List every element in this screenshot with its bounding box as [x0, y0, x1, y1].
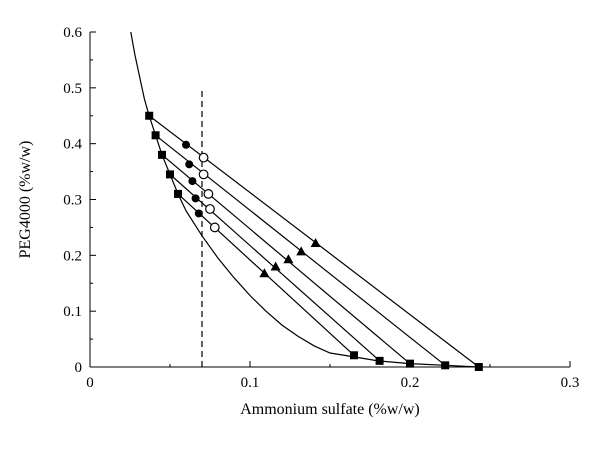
x-axis-title: Ammonium sulfate (%w/w) — [240, 401, 420, 418]
filled-circle-marker — [191, 194, 200, 203]
triangle-marker — [296, 246, 307, 256]
y-tick-label: 0.5 — [63, 81, 82, 97]
filled-circle-marker — [185, 160, 194, 169]
triangle-marker — [270, 261, 281, 271]
y-tick-label: 0.2 — [63, 248, 82, 264]
top-phase-square-marker — [174, 189, 182, 198]
open-circle-marker — [198, 169, 209, 180]
plot-area — [130, 31, 483, 371]
y-tick-label: 0.6 — [63, 25, 82, 41]
top-phase-square-marker — [145, 111, 154, 120]
top-phase-square-marker — [166, 170, 174, 179]
y-tick-label: 0.1 — [63, 304, 82, 320]
y-tick-label: 0 — [75, 360, 83, 376]
x-tick-label: 0.1 — [241, 375, 260, 391]
open-circle-marker — [209, 222, 220, 233]
y-tick-label: 0.4 — [63, 137, 82, 153]
top-phase-square-marker — [158, 150, 166, 159]
top-phase-square-marker — [151, 131, 160, 140]
filled-circle-marker — [182, 140, 190, 149]
bottom-phase-square-marker — [350, 351, 358, 360]
open-circle-marker — [198, 152, 209, 163]
open-circle-marker — [203, 189, 214, 199]
axes: 0 0.1 0.2 0.3 0 0.1 0.2 0.3 0.4 0.5 0.6 — [63, 25, 579, 391]
y-tick-label: 0.3 — [63, 193, 82, 209]
x-tick-label: 0.2 — [401, 375, 420, 391]
filled-circle-marker — [194, 209, 203, 218]
binodal-curve — [130, 31, 479, 368]
open-circle-marker — [205, 204, 215, 214]
y-axis-title: PEG4000 (%w/w) — [17, 141, 34, 259]
filled-circle-marker — [188, 177, 197, 186]
triangle-marker — [283, 254, 294, 264]
x-tick-label: 0 — [86, 375, 94, 391]
bottom-phase-square-marker — [375, 356, 384, 365]
triangle-marker — [310, 238, 321, 248]
x-tick-label: 0.3 — [561, 375, 580, 391]
triangle-marker — [259, 268, 270, 278]
bottom-phase-square-marker — [441, 361, 450, 370]
